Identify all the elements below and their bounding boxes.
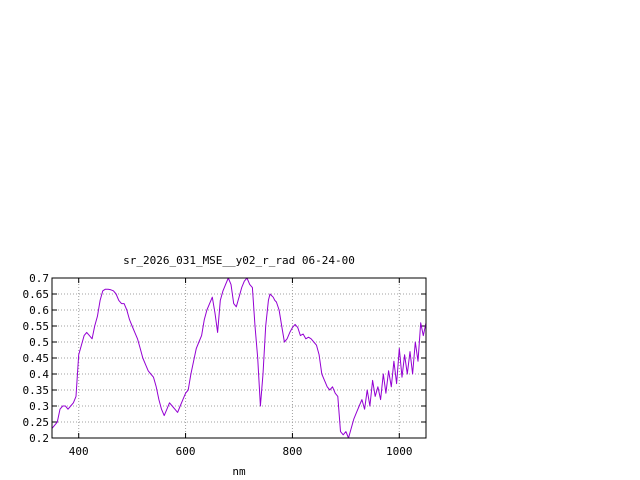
x-tick-label: 800 <box>282 445 302 458</box>
y-tick-label: 0.45 <box>23 352 50 365</box>
axis-ticks: 0.2 0.25 0.3 0.35 0.4 0.45 0.5 0.55 0.6 0.65 0.7 40… <box>23 272 426 458</box>
y-tick-label: 0.35 <box>23 384 50 397</box>
grid <box>52 278 426 438</box>
y-tick-label: 0.6 <box>29 304 49 317</box>
y-tick-label: 0.25 <box>23 416 50 429</box>
x-tick-label: 400 <box>69 445 89 458</box>
y-tick-label: 0.7 <box>29 272 49 285</box>
x-axis-label: nm <box>232 465 246 478</box>
y-tick-label: 0.4 <box>29 368 49 381</box>
series-layer <box>51 277 427 439</box>
y-tick-label: 0.65 <box>23 288 50 301</box>
chart-title: sr_2026_031_MSE__y02_r_rad 06-24-00 <box>123 254 355 267</box>
x-tick-label: 600 <box>176 445 196 458</box>
plot-frame <box>51 277 427 439</box>
series-line <box>51 277 427 439</box>
y-tick-label: 0.55 <box>23 320 50 333</box>
y-tick-label: 0.2 <box>29 432 49 445</box>
y-tick-label: 0.5 <box>29 336 49 349</box>
y-tick-label: 0.3 <box>29 400 49 413</box>
x-tick-label: 1000 <box>386 445 413 458</box>
